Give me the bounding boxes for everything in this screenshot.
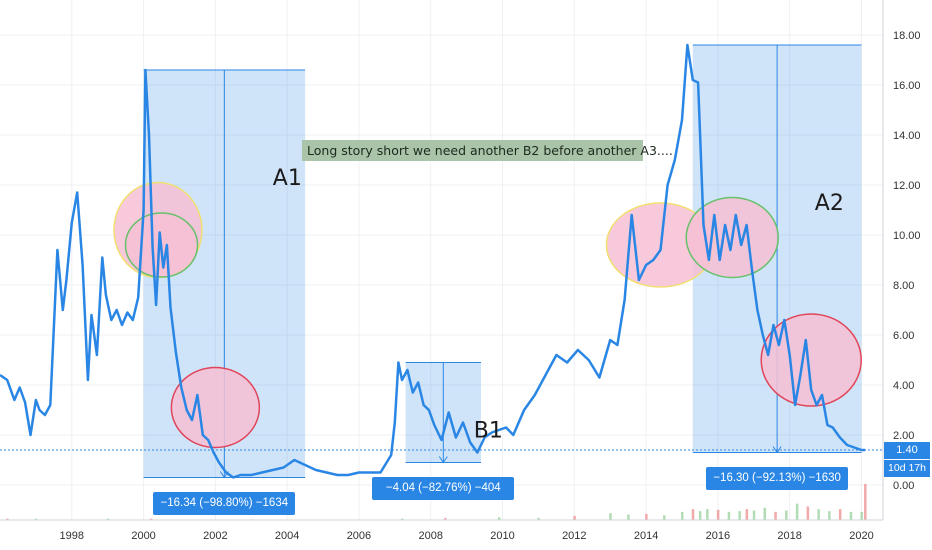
price-axis: 18.00 16.00 14.00 12.00 10.00 8.00 6.00 4.00 2.0… xyxy=(893,30,921,492)
measure-label-b1[interactable]: −4.04 (−82.76%) −404 xyxy=(372,476,515,500)
x-tick-label: 2016 xyxy=(706,530,730,542)
volume-bar xyxy=(860,511,863,520)
x-tick-label: 2000 xyxy=(131,530,155,542)
time-axis: 1998 2000 2002 2004 2006 2008 2010 2012 2014 2016… xyxy=(60,530,874,542)
x-tick-label: 2018 xyxy=(777,530,801,542)
volume-bar xyxy=(745,509,749,520)
volume-bar xyxy=(691,509,695,520)
x-tick-label: 2006 xyxy=(347,530,371,542)
x-tick-label: 2012 xyxy=(562,530,586,542)
volume-bar xyxy=(817,509,820,520)
volume-bar xyxy=(795,503,799,520)
y-tick-label: 6.00 xyxy=(893,330,914,342)
measure-arrow-head xyxy=(772,446,782,454)
volume-bar xyxy=(838,509,842,520)
x-tick-label: 2014 xyxy=(634,530,658,542)
volume-bar xyxy=(106,518,110,520)
volume-bar xyxy=(864,483,867,520)
text-note[interactable]: Long story short we need another B2 befo… xyxy=(302,140,673,161)
volume-bar xyxy=(444,517,447,520)
volume-bar xyxy=(609,513,612,520)
volume-bar xyxy=(706,509,709,520)
measure-label-a2[interactable]: −16.30 (−92.13%) −1630 xyxy=(706,466,849,490)
volume-bar xyxy=(573,515,576,520)
y-tick-label: 2.00 xyxy=(893,430,914,442)
volume-bar xyxy=(752,510,756,520)
measure-arrow-head xyxy=(438,456,448,464)
x-tick-label: 2004 xyxy=(275,530,299,542)
y-tick-label: 4.00 xyxy=(893,380,914,392)
volume-bar xyxy=(537,517,540,520)
price-series-line xyxy=(0,43,866,479)
volume-bar xyxy=(663,515,666,520)
bar-countdown-tag: 10d 17h xyxy=(884,459,930,477)
pattern-labels: A1 A2 B1 xyxy=(273,166,844,444)
y-tick-label: 8.00 xyxy=(893,280,914,292)
volume-bar xyxy=(680,511,684,520)
y-tick-label: 16.00 xyxy=(893,80,921,92)
x-tick-label: 2020 xyxy=(849,530,873,542)
x-tick-label: 2008 xyxy=(418,530,442,542)
x-tick-label: 2002 xyxy=(203,530,227,542)
volume-bar xyxy=(727,511,731,520)
volume-bar xyxy=(716,509,720,520)
volume-bar xyxy=(645,513,648,520)
volume-bar xyxy=(785,510,788,520)
volume-bar xyxy=(497,517,501,520)
y-tick-label: 0.00 xyxy=(893,480,914,492)
volume-bar xyxy=(738,511,741,520)
volume-bar xyxy=(828,511,831,520)
highlight-circle xyxy=(170,366,261,449)
volume-bar xyxy=(401,518,404,520)
volume-bar xyxy=(849,511,853,520)
volume-bar xyxy=(774,511,777,520)
volume-bar xyxy=(627,514,630,520)
pattern-label: A2 xyxy=(815,191,844,216)
y-tick-label: 14.00 xyxy=(893,130,921,142)
y-tick-label: 12.00 xyxy=(893,180,921,192)
pattern-label: B1 xyxy=(474,419,503,444)
current-price-tag: 1.40 xyxy=(884,441,930,459)
grid-lines xyxy=(0,0,883,520)
volume-bar xyxy=(6,518,9,520)
volume-bars xyxy=(6,483,867,520)
x-tick-label: 2010 xyxy=(490,530,514,542)
volume-bar xyxy=(806,506,810,520)
volume-bar xyxy=(149,518,153,520)
pattern-label: A1 xyxy=(273,166,302,191)
y-tick-label: 18.00 xyxy=(893,30,921,42)
y-tick-label: 10.00 xyxy=(893,230,921,242)
volume-bar xyxy=(698,511,702,520)
volume-bar xyxy=(34,518,38,520)
measure-label-a1[interactable]: −16.34 (−98.80%) −1634 xyxy=(153,491,296,515)
volume-bar xyxy=(763,507,767,520)
x-tick-label: 1998 xyxy=(60,530,84,542)
